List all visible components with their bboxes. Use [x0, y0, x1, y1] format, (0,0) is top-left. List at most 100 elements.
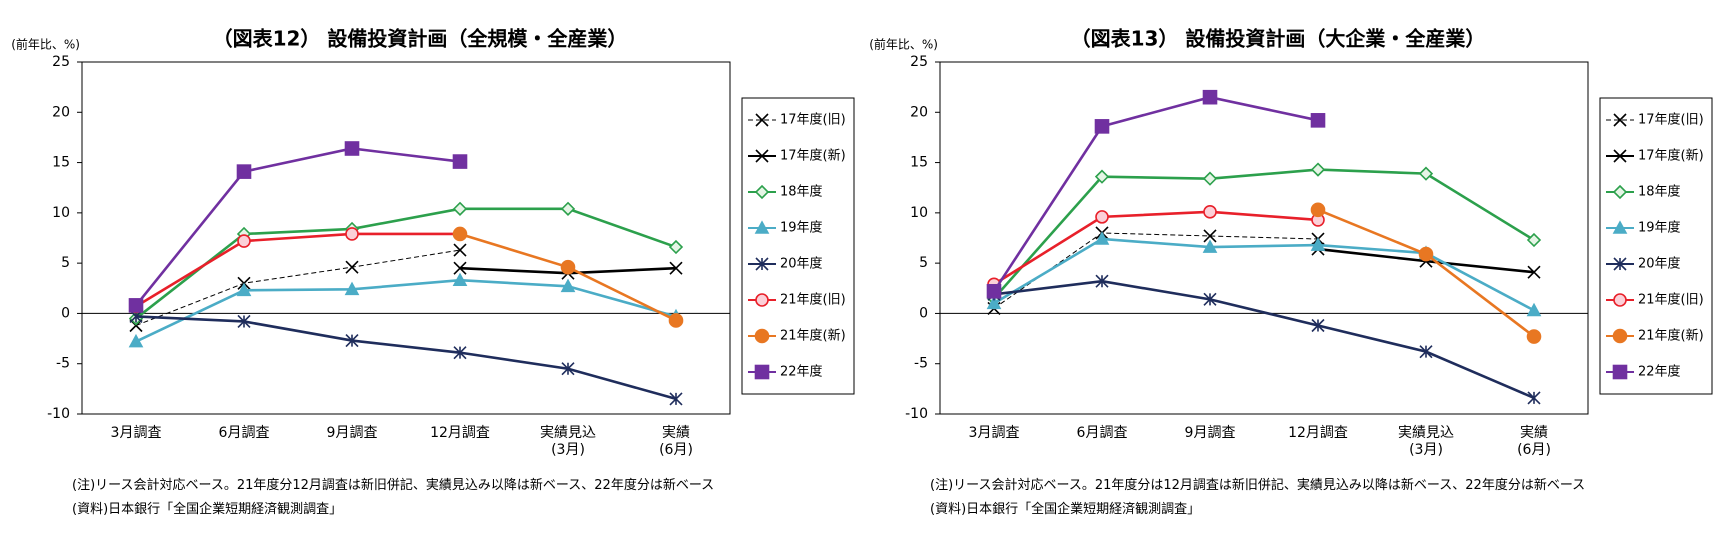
y-tick-label: -10 [905, 406, 928, 422]
marker [1310, 237, 1326, 251]
y-tick-label: 20 [910, 104, 928, 120]
marker [1613, 257, 1627, 271]
marker [345, 334, 359, 348]
marker [755, 149, 769, 163]
series-line [135, 315, 677, 401]
legend-box [741, 97, 855, 395]
footnote: (資料)日本銀行「全国企業短期経済観測調査」 [930, 502, 1201, 517]
marker [986, 295, 1002, 310]
marker [755, 257, 769, 271]
legend-label: 19年度 [1638, 220, 1681, 236]
y-tick-label: 25 [910, 54, 928, 70]
series-line [993, 279, 1535, 400]
series-line [135, 232, 460, 308]
marker [453, 261, 467, 275]
marker [1418, 166, 1434, 181]
marker [237, 314, 251, 329]
x-tick-label: 9月調査 [1184, 425, 1236, 441]
marker [1612, 328, 1628, 344]
marker [668, 239, 684, 255]
marker [754, 220, 770, 234]
legend-label: 22年度 [1638, 364, 1681, 380]
y-axis-label: (前年比、%) [11, 37, 80, 52]
y-tick-label: -5 [56, 356, 70, 372]
chart-title: （図表13） 設備投資計画（大企業・全産業） [1071, 27, 1486, 51]
legend-box [1599, 97, 1713, 395]
plot-area [81, 61, 731, 415]
marker [1419, 345, 1433, 359]
legend-label: 17年度(新) [1638, 148, 1704, 164]
marker [1612, 220, 1628, 234]
marker [560, 259, 576, 275]
y-tick-label: 10 [910, 205, 928, 221]
marker [561, 362, 575, 376]
marker [560, 278, 576, 293]
marker [453, 243, 467, 257]
legend-label: 20年度 [780, 256, 823, 272]
x-tick-label: 実績 (6月) [659, 425, 693, 458]
marker [1202, 89, 1218, 105]
y-axis-label: (前年比、%) [869, 37, 938, 52]
legend-label: 17年度(旧) [780, 112, 846, 128]
legend-label: 18年度 [1638, 184, 1681, 200]
marker [1527, 265, 1541, 279]
legend-label: 20年度 [1638, 256, 1681, 272]
marker [986, 284, 1002, 299]
marker [669, 392, 683, 406]
footnote: (資料)日本銀行「全国企業短期経済観測調査」 [72, 502, 343, 517]
x-tick-label: 3月調査 [968, 425, 1020, 441]
marker [754, 328, 770, 344]
marker [1203, 205, 1217, 219]
marker [1418, 246, 1434, 262]
marker [452, 201, 468, 216]
legend-label: 22年度 [780, 364, 823, 380]
marker [669, 261, 683, 275]
plot-area [939, 61, 1589, 415]
marker [1526, 329, 1542, 344]
footnote: (注)リース会計対応ベース。21年度分12月調査は新旧併記、実績見込み以降は新ベ… [72, 478, 715, 493]
marker [344, 141, 360, 156]
marker [128, 333, 144, 348]
x-tick-label: 12月調査 [430, 425, 490, 441]
marker [1613, 113, 1627, 127]
legend-label: 21年度(旧) [780, 292, 846, 308]
x-tick-label: 3月調査 [110, 425, 162, 441]
legend-label: 21年度(新) [1638, 328, 1704, 344]
x-tick-label: 12月調査 [1288, 425, 1348, 441]
marker [560, 201, 576, 216]
legend-label: 21年度(旧) [1638, 292, 1704, 308]
series-line [993, 168, 1535, 300]
footnote: (注)リース会計対応ベース。21年度分は12月調査は新旧併記、実績見込み以降は新… [930, 478, 1586, 493]
x-tick-label: 実績 (6月) [1517, 425, 1551, 458]
marker [754, 364, 770, 380]
marker [452, 272, 468, 287]
marker [668, 313, 684, 328]
y-tick-label: 5 [919, 255, 928, 271]
marker [1094, 231, 1110, 245]
y-tick-label: 0 [919, 305, 928, 321]
legend-label: 18年度 [780, 184, 823, 200]
y-tick-label: 0 [61, 305, 70, 321]
marker [1095, 210, 1109, 224]
marker [1094, 119, 1110, 134]
marker [1202, 239, 1218, 253]
marker [344, 281, 360, 296]
marker [236, 164, 252, 179]
y-tick-label: -10 [47, 406, 70, 422]
legend-label: 21年度(新) [780, 328, 846, 344]
series-line [993, 210, 1319, 286]
chart-title: （図表12） 設備投資計画（全規模・全産業） [213, 27, 628, 51]
marker [1311, 318, 1325, 333]
marker [1203, 229, 1217, 243]
y-tick-label: 5 [61, 255, 70, 271]
series-line [134, 147, 461, 307]
marker [1526, 302, 1542, 317]
marker [1612, 364, 1628, 380]
marker [345, 260, 359, 274]
marker [1613, 149, 1627, 163]
marker [1310, 162, 1326, 177]
y-tick-label: 15 [52, 155, 70, 171]
x-tick-label: 実績見込 (3月) [540, 425, 596, 458]
